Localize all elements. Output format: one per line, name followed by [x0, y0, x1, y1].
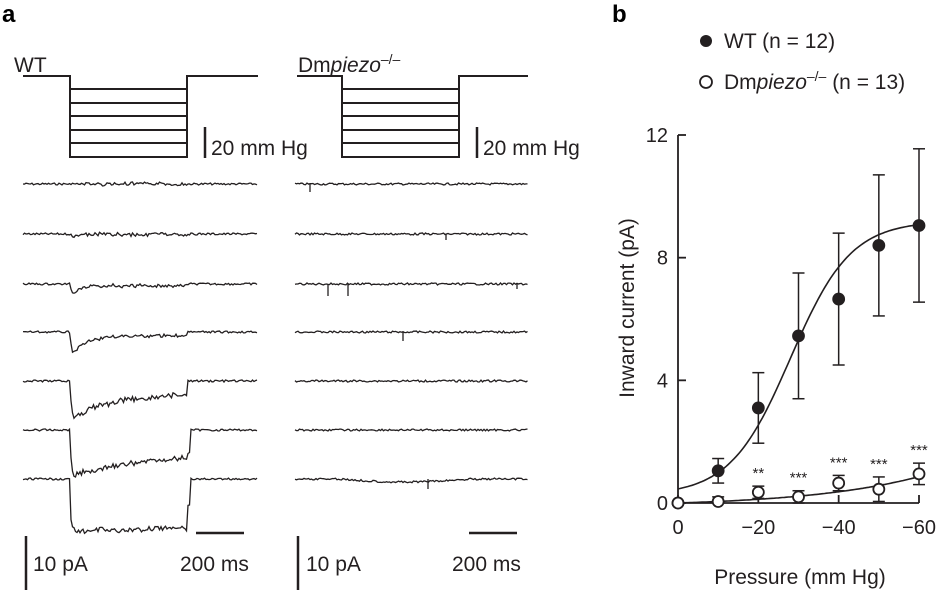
mutant-current-trace — [294, 182, 528, 192]
significance-label: ** — [752, 465, 764, 482]
significance-label: *** — [910, 442, 928, 459]
panel-a-label: a — [2, 1, 16, 28]
wt-data-point — [711, 464, 725, 478]
mutant-current-trace — [294, 329, 528, 341]
legend-mutant-label: Dmpiezo–/– (n = 13) — [724, 68, 905, 94]
wt-pressure-scale-label: 20 mm Hg — [211, 137, 308, 160]
wt-current-trace — [22, 427, 258, 478]
wt-current-trace — [22, 477, 258, 535]
y-tick-label: 4 — [657, 370, 668, 392]
wt-data-point — [912, 219, 926, 232]
x-tick-label: −20 — [741, 517, 775, 539]
wt-current-trace — [22, 231, 258, 239]
x-axis-label: Pressure (mm Hg) — [714, 566, 886, 589]
wt-data-point — [872, 238, 886, 252]
wt-data-point — [832, 292, 846, 306]
mutant-pressure-scale-label: 20 mm Hg — [483, 137, 580, 160]
wt-current-trace — [22, 330, 258, 354]
legend-wt-label: WT (n = 12) — [724, 30, 835, 53]
significance-label: *** — [830, 454, 848, 471]
mutant-data-point — [751, 485, 765, 499]
mutant-title: Dmpiezo–/– — [298, 51, 401, 77]
wt-time-scale-label: 200 ms — [180, 553, 249, 576]
mutant-data-point — [912, 467, 926, 481]
mutant-current-trace — [294, 232, 528, 240]
wt-current-scale-label: 10 pA — [33, 553, 88, 576]
x-tick-label: −40 — [822, 517, 856, 539]
mutant-pressure-protocol — [297, 75, 528, 158]
mutant-data-point — [792, 490, 805, 504]
wt-data-point — [792, 329, 805, 343]
wt-current-trace — [22, 379, 258, 420]
y-tick-label: 12 — [646, 125, 668, 147]
wt-current-trace — [22, 282, 258, 294]
y-tick-label: 0 — [657, 493, 668, 515]
wt-data-point — [751, 401, 765, 415]
legend-wt-marker — [700, 35, 712, 47]
x-tick-label: −60 — [902, 517, 936, 539]
mutant-current-trace — [294, 379, 528, 383]
mutant-current-trace — [294, 428, 528, 432]
mutant-current-trace — [294, 282, 528, 296]
wt-pressure-protocol — [23, 75, 258, 158]
mutant-data-point — [711, 495, 725, 508]
mutant-current-scale-label: 10 pA — [306, 553, 361, 576]
mutant-data-point — [671, 496, 685, 510]
significance-label: *** — [790, 470, 808, 487]
mutant-time-scale-label: 200 ms — [452, 553, 521, 576]
y-axis-label: Inward current (pA) — [616, 218, 639, 398]
mutant-data-point — [872, 482, 886, 496]
wt-current-trace — [22, 181, 258, 187]
mutant-current-trace — [294, 477, 528, 489]
panel-b-label: b — [612, 1, 627, 28]
panel-b: b WT (n = 12) Dmpiezo–/– (n = 13) 0 4 8 12 0… — [612, 1, 936, 589]
wt-title: WT — [14, 54, 47, 77]
panel-a: a WT Dmpiezo–/– 20 mm Hg 20 mm Hg 10 pA … — [2, 1, 580, 590]
x-tick-label: 0 — [672, 517, 683, 539]
legend-mutant-marker — [699, 75, 713, 89]
mutant-data-point — [832, 476, 846, 490]
y-tick-label: 8 — [657, 248, 668, 270]
current-traces — [22, 181, 528, 535]
significance-label: *** — [870, 456, 888, 473]
